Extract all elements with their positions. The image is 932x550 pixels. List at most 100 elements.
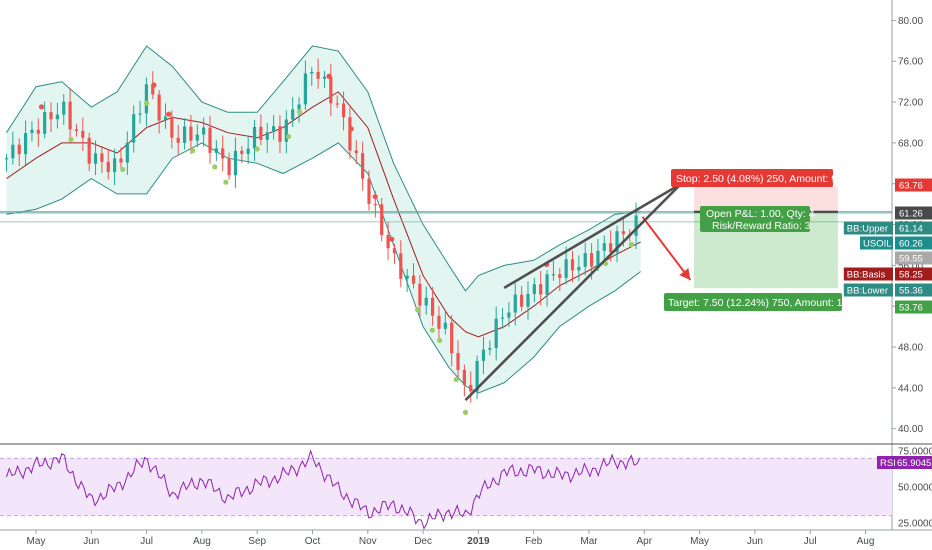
candle-body xyxy=(609,243,613,253)
candle-body xyxy=(17,144,21,155)
candle-body xyxy=(348,117,352,151)
candle-body xyxy=(265,132,269,140)
time-tick-label: Nov xyxy=(359,536,377,547)
candle-body xyxy=(55,114,59,120)
price-tag-label-box xyxy=(860,236,893,250)
candle-body xyxy=(195,134,199,141)
buy-signal-dot xyxy=(223,179,229,185)
candle-body xyxy=(144,84,149,114)
candle-body xyxy=(49,112,53,120)
candle-body xyxy=(386,234,390,249)
price-tag-value-box xyxy=(895,206,932,220)
candle-body xyxy=(361,153,365,179)
target-label[interactable]: Target: 7.50 (12.24%) 750, Amount: 1030 xyxy=(664,293,860,311)
price-tick-label: 76.00 xyxy=(898,57,923,68)
candle-body xyxy=(100,153,104,162)
price-tick-label: 56.00 xyxy=(898,261,923,272)
rsi-band-fill xyxy=(0,458,892,516)
candle-body xyxy=(240,150,244,154)
sell-signal-dot xyxy=(151,82,157,88)
candle-body xyxy=(30,129,34,134)
price-tick-label: 80.00 xyxy=(898,16,923,27)
rsi-tick-label: 75.0000 xyxy=(898,447,932,458)
buy-signal-dot xyxy=(296,109,303,115)
rsi-tick-label: 25.0000 xyxy=(898,518,932,529)
candle-body xyxy=(4,158,9,160)
candle-body xyxy=(157,94,161,121)
candle-body xyxy=(437,315,441,329)
candle-body xyxy=(303,73,308,105)
candle-body xyxy=(373,203,377,206)
open-pnl-text: Open P&L: 1.00, Qty: 4 xyxy=(706,208,815,220)
candle-body xyxy=(577,266,581,271)
time-tick-label: Aug xyxy=(193,536,211,547)
candle-body xyxy=(182,126,187,143)
candle-body xyxy=(507,312,511,318)
candle-body xyxy=(246,148,250,154)
candle-body xyxy=(564,259,568,278)
wedge-upper-trendline[interactable] xyxy=(503,182,682,289)
candle-body xyxy=(11,144,15,159)
candle-body xyxy=(214,148,218,153)
sell-signal-dot xyxy=(389,236,395,242)
buy-signal-dot xyxy=(285,133,292,140)
stop-label[interactable]: Stop: 2.50 (4.08%) 250, Amount: 990 xyxy=(671,169,849,187)
rsi-line xyxy=(6,449,641,530)
price-tag-value: 63.76 xyxy=(899,181,923,192)
price-tick-label: 48.00 xyxy=(898,343,923,354)
price-tag-label: BB:Basis xyxy=(847,270,886,281)
candle-body xyxy=(36,129,40,134)
candle-body xyxy=(539,284,543,295)
time-tick-label: 2019 xyxy=(467,536,490,547)
candle-body xyxy=(278,126,282,142)
candle-body xyxy=(545,274,549,295)
buy-signal-dot xyxy=(190,148,196,154)
candle-body xyxy=(23,133,28,155)
candle-body xyxy=(405,275,409,279)
candle-body xyxy=(151,84,155,95)
candle-body xyxy=(520,294,524,307)
buy-signal-dot xyxy=(628,241,634,247)
risk-reward-text: Risk/Reward Ratio: 3 xyxy=(712,220,811,232)
candle-body xyxy=(227,158,231,176)
candle-body xyxy=(68,101,72,130)
candle-body xyxy=(456,353,460,370)
rsi-tick-label: 50.0000 xyxy=(898,483,932,494)
candle-body xyxy=(481,349,486,361)
candle-body xyxy=(291,109,295,120)
price-tag-value-box xyxy=(895,236,932,250)
open-pnl-label[interactable]: Open P&L: 1.00, Qty: 4 Risk/Reward Ratio… xyxy=(700,206,815,232)
stop-label-text: Stop: 2.50 (4.08%) 250, Amount: 990 xyxy=(676,173,849,185)
price-tick-label: 44.00 xyxy=(898,383,923,394)
candle-body xyxy=(462,369,466,385)
candle-body xyxy=(513,294,517,313)
buy-signal-dot xyxy=(453,376,459,383)
candle-body xyxy=(163,116,168,121)
buy-signal-dot xyxy=(414,307,421,313)
candle-body xyxy=(570,259,575,271)
buy-signal-dot xyxy=(437,337,443,343)
candle-body xyxy=(411,275,416,284)
candle-body xyxy=(424,297,428,306)
buy-signal-dot xyxy=(462,409,469,415)
candle-body xyxy=(558,274,562,278)
price-tag-value: 55.36 xyxy=(899,286,923,297)
time-tick-label: Mar xyxy=(580,536,598,547)
candle-body xyxy=(634,215,638,236)
price-tag-value-box xyxy=(895,283,932,297)
sell-signal-dot xyxy=(38,104,45,110)
time-tick-label: Sep xyxy=(248,536,266,547)
time-tick-label: Jul xyxy=(804,536,817,547)
rsi-tag: RSI 65.9045 xyxy=(877,456,932,469)
time-tick-label: Jul xyxy=(140,536,153,547)
buy-signal-dot xyxy=(429,327,435,333)
candle-body xyxy=(615,231,619,253)
candle-body xyxy=(488,348,492,350)
wedge-lower-trendline[interactable] xyxy=(464,182,683,402)
candle-body xyxy=(138,113,142,115)
candle-body xyxy=(551,274,556,276)
price-tag-value: 60.26 xyxy=(899,239,923,250)
bb-lower-line xyxy=(6,142,641,394)
